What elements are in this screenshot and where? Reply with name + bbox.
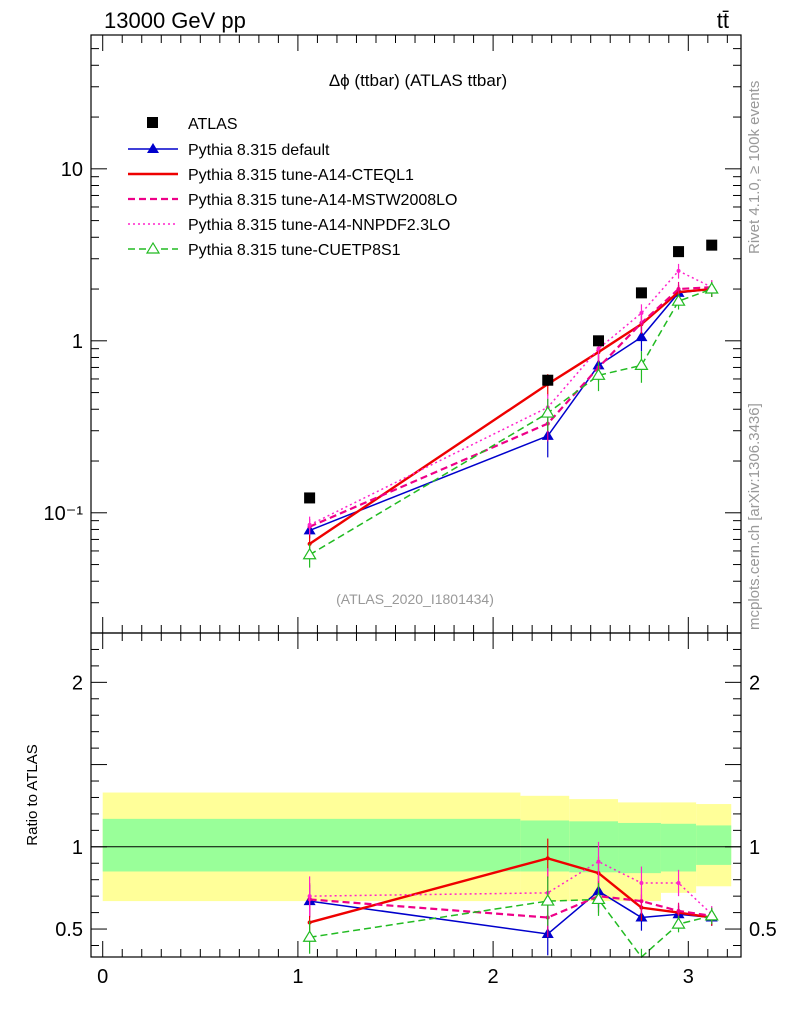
ratio-inner-band: [618, 822, 661, 874]
series-line: [309, 286, 712, 528]
atlas-data-point: [706, 239, 718, 251]
legend-label-atlas: ATLAS: [188, 116, 238, 133]
ratio-inner-band: [696, 825, 732, 865]
legend-label-1: Pythia 8.315 default: [188, 142, 330, 159]
ratio-point: [540, 893, 555, 906]
main-series-group: [302, 239, 719, 568]
ratio-line: [309, 857, 712, 924]
ratio-series-group: [302, 838, 719, 959]
ratio-tick-label-right: 1: [749, 837, 760, 859]
data-point: [596, 346, 601, 351]
ratio-point: [639, 880, 644, 885]
ratio-point: [307, 894, 312, 899]
ratio-line: [309, 890, 712, 935]
legend-marker-atlas: [147, 117, 158, 128]
legend-label-2: Pythia 8.315 tune-A14-CTEQL1: [188, 167, 414, 184]
series-5-ratio: [302, 876, 719, 959]
data-point: [676, 287, 681, 292]
ratio-point: [676, 908, 681, 913]
ratio-point: [704, 908, 719, 921]
ratio-frame: [90, 632, 742, 958]
atlas-data-point: [635, 287, 647, 299]
ratio-point: [591, 892, 606, 905]
data-point: [302, 547, 317, 560]
atlas-data-point: [673, 246, 685, 258]
ratio-tick-label-left: 1: [72, 837, 83, 859]
legend-label-5: Pythia 8.315 tune-CUETP8S1: [188, 242, 401, 259]
data-point: [671, 294, 686, 306]
series-line: [309, 269, 713, 526]
ratio-axis-label: Ratio to ATLAS: [24, 744, 41, 845]
series-line: [309, 288, 712, 556]
legend-marker-1: [147, 143, 159, 153]
atlas-data-point: [304, 492, 316, 504]
series-line: [308, 287, 712, 545]
ratio-line: [309, 860, 713, 915]
atlas-data-point: [542, 374, 554, 386]
ratio-tick-label-right: 0.5: [749, 919, 777, 941]
y-tick-label: 1: [72, 331, 83, 353]
ratio-point: [596, 859, 601, 864]
x-tick-label: 3: [683, 966, 694, 988]
ratio-point: [671, 916, 686, 929]
data-point: [634, 358, 649, 370]
ratio-point: [676, 880, 681, 885]
ratio-uncertainty-bands: [91, 792, 741, 902]
analysis-id-label: (ATLAS_2020_I1801434): [336, 591, 494, 607]
chart-title: Δϕ (ttbar) (ATLAS ttbar): [329, 71, 507, 90]
data-point: [307, 522, 312, 527]
legend-label-4: Pythia 8.315 tune-A14-NNPDF2.3LO: [188, 217, 450, 234]
data-point: [676, 268, 681, 273]
atlas-data-point: [593, 335, 605, 347]
rivet-version-label: Rivet 4.1.0, ≥ 100k events: [746, 81, 763, 254]
data-point: [540, 405, 555, 418]
ratio-tick-label-left: 2: [72, 672, 83, 694]
series-4-main: [307, 263, 714, 535]
energy-label: 13000 GeV pp: [104, 8, 246, 33]
ratio-point: [302, 930, 317, 942]
ratio-point: [639, 899, 644, 904]
data-point: [635, 331, 648, 342]
ratio-tick-label-right: 2: [749, 672, 760, 694]
x-tick-label: 2: [488, 966, 499, 988]
axes-group: 10⁻¹ 1 10 0.5 0.5 1 1 2 2 0 1 2 3: [44, 34, 777, 988]
data-point: [639, 311, 644, 316]
ratio-tick-label-left: 0.5: [55, 919, 83, 941]
x-tick-label: 1: [292, 966, 303, 988]
series-5-main: [302, 281, 719, 568]
legend: ATLAS Pythia 8.315 default Pythia 8.315 t…: [128, 116, 457, 259]
data-point: [591, 368, 606, 380]
process-label: tt̄: [717, 8, 729, 33]
mcplots-label: mcplots.cern.ch [arXiv:1306.3436]: [746, 403, 763, 630]
x-tick-label: 0: [97, 966, 108, 988]
legend-label-3: Pythia 8.315 tune-A14-MSTW2008LO: [188, 192, 457, 209]
ratio-inner-band: [660, 823, 697, 872]
ratio-line: [309, 895, 712, 919]
ratio-line: [309, 898, 712, 959]
y-tick-label: 10⁻¹: [44, 503, 84, 525]
y-tick-label: 10: [61, 159, 83, 181]
ratio-point: [545, 856, 550, 861]
data-point: [704, 281, 719, 294]
ratio-inner-band: [102, 818, 521, 872]
legend-marker-5: [145, 241, 161, 254]
